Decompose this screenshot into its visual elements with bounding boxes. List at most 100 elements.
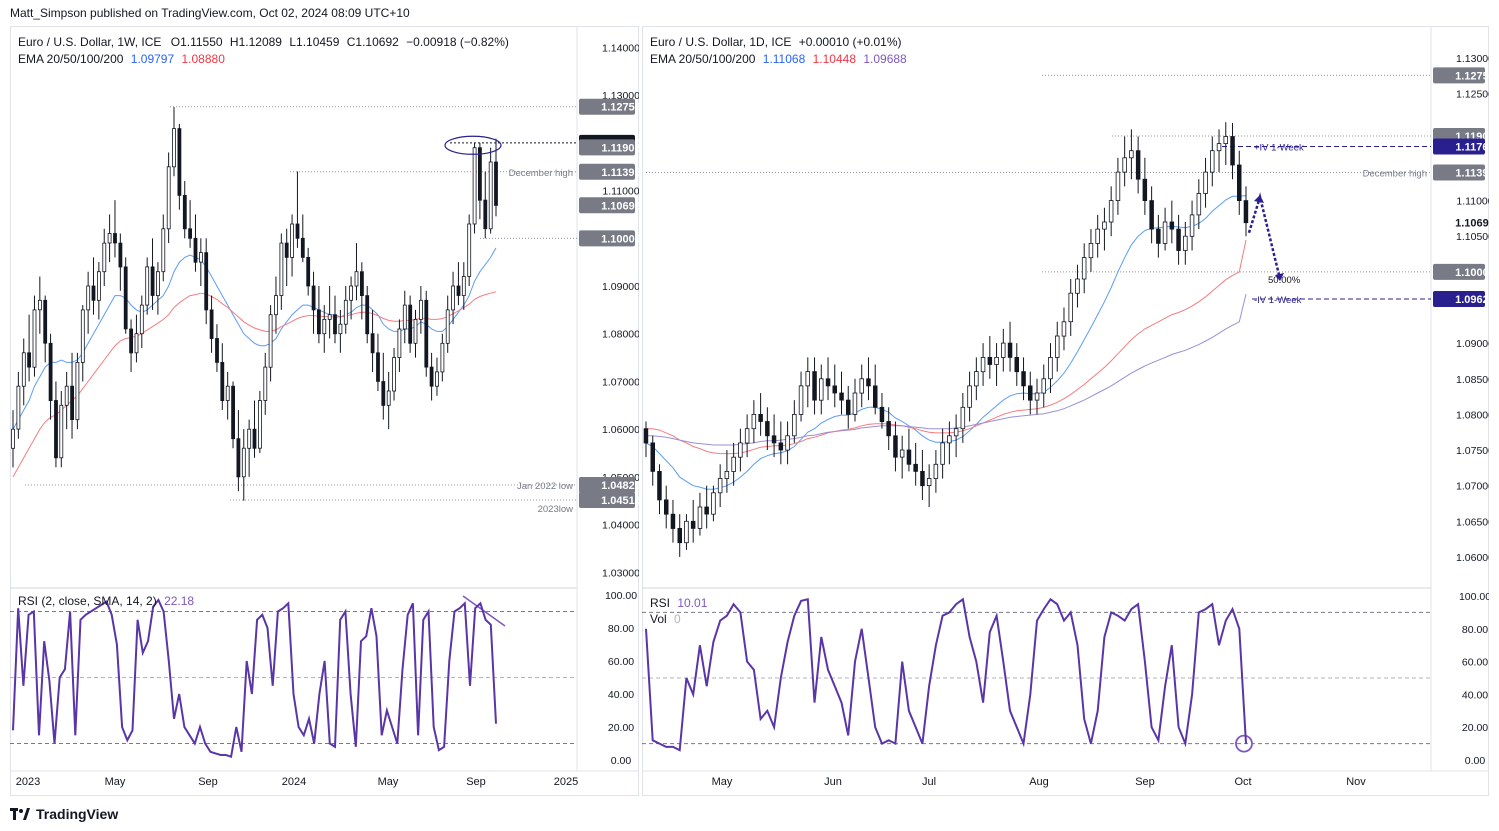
R-price-tag-label: 1.09620	[1455, 294, 1489, 306]
L-price-tick: 1.04000	[602, 520, 639, 532]
right-symbol-title: Euro / U.S. Dollar, 1D, ICE	[650, 35, 792, 49]
L-candle-body	[279, 242, 284, 297]
L-candle-body	[193, 237, 198, 263]
R-candle-body	[1115, 171, 1121, 202]
L-rsi-tick: 60.00	[608, 656, 634, 668]
L-candle-body	[188, 228, 193, 239]
L-price-tick: 1.03000	[602, 567, 639, 579]
L-candle-body	[311, 285, 316, 311]
R-rsi-tick: 100.00	[1459, 591, 1489, 603]
right-vol-value: 0	[674, 612, 681, 626]
L-candle-body	[483, 199, 488, 230]
R-candle-body	[650, 442, 655, 472]
left-ema-label: EMA 20/50/100/200	[18, 52, 124, 66]
L-candle-body	[204, 252, 209, 311]
R-candle-body	[1142, 178, 1148, 201]
R-time-label: Jul	[922, 776, 936, 788]
L-candle-body	[129, 328, 133, 354]
L-candle-body	[467, 223, 472, 277]
L-time-label: Sep	[198, 776, 218, 788]
L-candle-body	[134, 333, 139, 354]
R-price-tick: 1.11000	[1456, 196, 1489, 208]
L-candle-body	[155, 271, 160, 296]
L-price-tag-label: 1.10692	[601, 200, 639, 212]
L-price-tick: 1.09000	[602, 281, 639, 293]
R-candle-body	[792, 413, 797, 437]
L-candle-body	[376, 352, 380, 382]
R-candle-body	[1176, 228, 1181, 251]
L-candle-body	[172, 128, 176, 168]
R-candle-body	[1000, 342, 1006, 358]
R-candle-body	[758, 413, 763, 422]
L-price-tag-label: 1.04829	[601, 480, 639, 492]
R-price-tag-bg	[1433, 290, 1485, 307]
R-candle-body	[1041, 378, 1046, 394]
R-candle-body	[1243, 200, 1249, 224]
right-chart-svg[interactable]: December high+IV 1-Week-IV 1-Week50.00% …	[642, 26, 1489, 796]
tradingview-brand[interactable]: TradingView	[10, 806, 118, 822]
right-projection-arrow-down	[1275, 273, 1284, 281]
R-candle-body	[974, 371, 979, 387]
L-candle-body	[257, 400, 262, 449]
R-price-tick: 1.12500	[1456, 89, 1489, 101]
right-rsi-legend: RSI 10.01	[650, 596, 707, 610]
L-candle-body	[182, 194, 187, 230]
R-price-tag-label: 1.11395	[1455, 167, 1489, 179]
R-candle-body	[1027, 385, 1033, 401]
L-candle-body	[494, 161, 498, 206]
left-rsi-label: RSI (2, close, SMA, 14, 2)	[18, 594, 157, 608]
R-candle-body	[778, 442, 784, 451]
R-candle-body	[1081, 257, 1087, 280]
R-candle-body	[765, 421, 770, 437]
R-price-tag-label: 1.10692	[1455, 218, 1489, 230]
right-iv-up-label: +IV 1-Week	[1254, 142, 1304, 153]
L-candle-body	[397, 328, 402, 359]
left-jan-low-label: Jan 2022 low	[517, 481, 573, 492]
L-time-label: Sep	[466, 776, 486, 788]
right-ema-value-1: 1.11068	[762, 52, 806, 66]
L-candle-body	[440, 342, 445, 373]
R-candle-body	[947, 435, 952, 444]
left-rsi-divergence-line	[462, 595, 506, 627]
L-price-tag-bg	[579, 492, 635, 509]
L-candle-body	[327, 314, 332, 320]
R-time-label: Jun	[824, 776, 842, 788]
L-rsi-tick: 80.00	[608, 623, 634, 635]
R-candle-body	[1216, 143, 1222, 152]
right-chart-panel[interactable]	[642, 26, 1489, 796]
right-ema-value-3: 1.09688	[863, 52, 907, 66]
left-rsi-value: 22.18	[164, 594, 195, 608]
R-price-tick: 1.08500	[1456, 374, 1489, 386]
L-candle-body	[456, 285, 461, 296]
L-candle-body	[177, 128, 182, 196]
left-chart-panel[interactable]	[10, 26, 639, 796]
L-rsi-tick: 0.00	[611, 755, 632, 767]
R-candle-body	[684, 520, 689, 544]
left-chart-svg[interactable]: December high Jan 2022 low 2023low 1.14000…	[10, 26, 639, 796]
L-candle-body	[477, 147, 482, 201]
L-candle-body	[333, 314, 337, 335]
left-ohlc-h-label: H	[229, 35, 239, 49]
L-candle-body	[215, 338, 219, 363]
R-time-label: Oct	[1234, 776, 1251, 788]
R-candle-body	[886, 421, 891, 437]
R-rsi-line	[645, 597, 1247, 752]
right-iv-down-label: -IV 1-Week	[1254, 295, 1302, 306]
L-candle-body	[102, 242, 107, 273]
right-projection-path	[1247, 192, 1282, 280]
L-candle-body	[231, 385, 236, 440]
L-candle-body	[32, 309, 37, 368]
L-candle-body	[70, 385, 74, 421]
L-candle-body	[80, 309, 85, 363]
L-candle-body	[343, 299, 348, 325]
L-time-label: May	[378, 776, 399, 788]
L-time-label: 2023	[16, 776, 40, 788]
L-price-tick: 1.08000	[602, 329, 639, 341]
R-candle-body	[1135, 150, 1141, 180]
left-rsi-legend: RSI (2, close, SMA, 14, 2) 22.18	[18, 594, 194, 608]
R-candle-body	[1021, 371, 1026, 387]
L-price-tick: 1.14000	[602, 42, 639, 54]
L-price-tick: 1.07000	[602, 376, 639, 388]
R-candle-body	[1210, 150, 1215, 173]
R-candle-body	[1169, 221, 1175, 230]
